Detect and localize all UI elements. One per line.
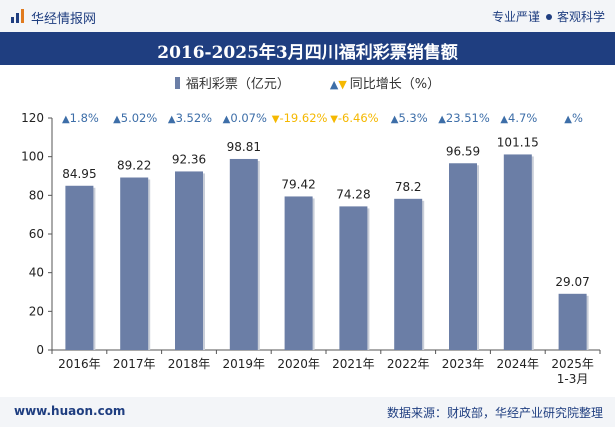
up-triangle-icon: ▲ — [564, 114, 572, 125]
x-tick-label: 2022年 — [387, 357, 430, 371]
top-bar: 华经情报网 专业严谨 客观科学 — [0, 0, 615, 32]
growth-label: ▲0.07% — [223, 111, 267, 125]
growth-label: ▲4.7% — [500, 111, 537, 125]
bar — [65, 185, 94, 350]
bar — [449, 163, 477, 350]
growth-value: -19.62% — [279, 111, 327, 125]
y-tick-label: 40 — [29, 266, 44, 280]
chart-area: 02040608010012084.952016年▲1.8%89.222017年… — [21, 111, 601, 386]
up-triangle-icon: ▲ — [168, 114, 176, 125]
growth-label: ▼-6.46% — [330, 111, 378, 125]
up-triangle-icon: ▲ — [391, 114, 399, 125]
separator-dot-icon — [545, 14, 552, 20]
bar-value-label: 29.07 — [555, 275, 589, 289]
growth-label: ▲1.8% — [62, 111, 99, 125]
growth-value: 23.51% — [446, 111, 490, 125]
x-tick-label: 2018年 — [168, 357, 211, 371]
legend: 福利彩票（亿元） ▲▼ 同比增长（%） — [0, 73, 615, 92]
site-url: www.huaon.com — [14, 404, 126, 418]
up-triangle-icon: ▲ — [223, 114, 231, 125]
bar-value-label: 101.15 — [497, 135, 539, 149]
y-tick-label: 60 — [29, 227, 44, 241]
x-tick-label: 2024年 — [497, 357, 540, 371]
bar — [120, 177, 149, 350]
logo-icon — [11, 9, 24, 23]
growth-value: 1.8% — [70, 111, 99, 125]
growth-label: ▲5.02% — [113, 111, 157, 125]
legend-bar-label: 福利彩票（亿元） — [185, 77, 290, 92]
data-source: 数据来源：财政部，华经产业研究院整理 — [386, 406, 603, 420]
up-triangle-icon: ▲ — [438, 114, 446, 125]
growth-label: ▼-19.62% — [272, 111, 328, 125]
x-tick-label: 2019年 — [223, 357, 266, 371]
growth-label: ▲% — [564, 111, 583, 125]
brand-name: 华经情报网 — [31, 12, 97, 27]
bar-value-label: 78.2 — [395, 180, 422, 194]
legend-line-label: 同比增长（%） — [349, 77, 441, 92]
bar-value-label: 98.81 — [227, 140, 261, 154]
growth-label: ▲3.52% — [168, 111, 212, 125]
bar — [284, 196, 313, 350]
bar-value-label: 89.22 — [117, 159, 151, 173]
bar-value-label: 96.59 — [446, 144, 480, 158]
growth-value: % — [572, 111, 583, 125]
down-triangle-icon: ▼ — [272, 114, 280, 125]
legend-bar-swatch-icon — [174, 77, 180, 89]
bar — [229, 158, 258, 350]
growth-value: 0.07% — [230, 111, 267, 125]
bar — [394, 198, 423, 350]
x-tick-label: 2020年 — [277, 357, 320, 371]
y-tick-label: 80 — [29, 188, 44, 202]
y-tick-label: 100 — [21, 150, 44, 164]
tagline-left: 专业严谨 — [491, 10, 540, 24]
footer-bar: www.huaon.com 数据来源：财政部，华经产业研究院整理 — [0, 397, 615, 427]
growth-value: 4.7% — [508, 111, 537, 125]
bar — [558, 293, 587, 350]
growth-value: 3.52% — [176, 111, 213, 125]
growth-value: 5.3% — [398, 111, 427, 125]
bar — [175, 171, 203, 350]
x-tick-label: 2017年 — [113, 357, 156, 371]
legend-down-triangle-icon: ▼ — [338, 78, 347, 91]
bar — [503, 154, 532, 350]
chart-title: 2016-2025年3月四川福利彩票销售额 — [157, 43, 458, 63]
y-tick-label: 120 — [21, 111, 44, 125]
x-tick-label: 2016年 — [58, 357, 101, 371]
x-tick-label: 2021年 — [332, 357, 375, 371]
bar-value-label: 74.28 — [336, 187, 370, 201]
x-tick-label: 2023年 — [442, 357, 485, 371]
x-tick-label: 1-3月 — [557, 372, 589, 386]
legend-up-triangle-icon: ▲ — [329, 78, 339, 91]
up-triangle-icon: ▲ — [62, 114, 70, 125]
growth-value: -6.46% — [338, 111, 379, 125]
y-tick-label: 0 — [36, 343, 44, 357]
bar — [339, 206, 368, 350]
bar-value-label: 84.95 — [62, 167, 96, 181]
up-triangle-icon: ▲ — [113, 114, 121, 125]
tagline: 专业严谨 客观科学 — [492, 8, 605, 25]
tagline-right: 客观科学 — [556, 10, 605, 24]
growth-value: 5.02% — [121, 111, 158, 125]
title-bar: 2016-2025年3月四川福利彩票销售额 — [0, 32, 615, 65]
growth-label: ▲23.51% — [438, 111, 490, 125]
up-triangle-icon: ▲ — [500, 114, 508, 125]
growth-label: ▲5.3% — [391, 111, 428, 125]
down-triangle-icon: ▼ — [330, 114, 338, 125]
x-tick-label: 2025年 — [551, 357, 594, 371]
bar-value-label: 92.36 — [172, 152, 206, 166]
y-tick-label: 20 — [29, 304, 44, 318]
bar-value-label: 79.42 — [281, 177, 315, 191]
